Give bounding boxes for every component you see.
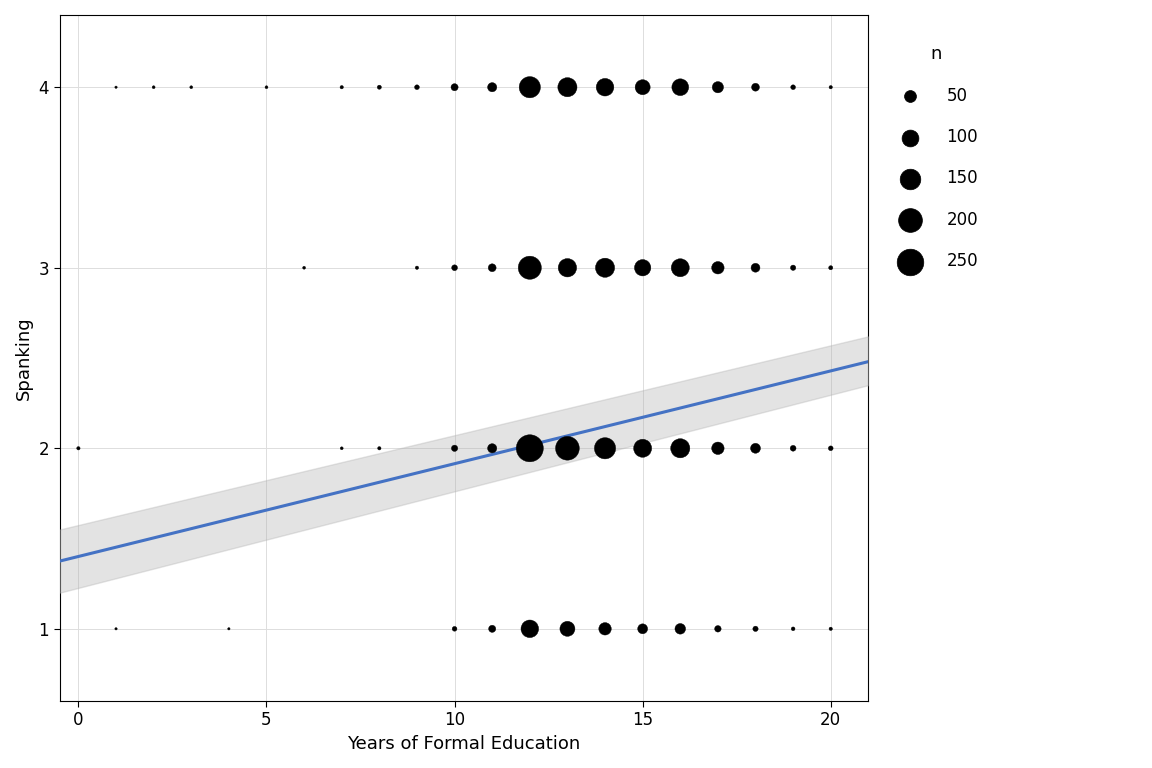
Point (521, 623, 539, 635)
Point (708, 262, 727, 274)
Point (783, 262, 802, 274)
Point (370, 81, 388, 94)
Point (295, 262, 313, 274)
Point (144, 81, 162, 94)
Point (708, 442, 727, 455)
Point (483, 623, 501, 635)
Point (107, 623, 126, 635)
Point (333, 81, 351, 94)
Point (708, 623, 727, 635)
Point (446, 262, 464, 274)
Point (446, 442, 464, 455)
Point (821, 442, 840, 455)
Point (672, 623, 690, 635)
Point (483, 81, 501, 94)
Point (521, 442, 539, 455)
Point (370, 442, 388, 455)
Point (746, 442, 765, 455)
Point (783, 623, 802, 635)
Point (333, 442, 351, 455)
Point (821, 623, 840, 635)
Point (257, 81, 275, 94)
Legend: 50, 100, 150, 200, 250: 50, 100, 150, 200, 250 (885, 37, 986, 278)
Point (746, 623, 765, 635)
Point (783, 442, 802, 455)
Point (634, 262, 652, 274)
Point (672, 81, 690, 94)
Point (708, 81, 727, 94)
Point (220, 623, 238, 635)
Point (596, 442, 614, 455)
Point (596, 81, 614, 94)
Point (69, 442, 88, 455)
Point (783, 81, 802, 94)
Point (408, 262, 426, 274)
Point (672, 262, 690, 274)
Point (408, 81, 426, 94)
Point (107, 81, 126, 94)
Point (521, 81, 539, 94)
Point (446, 623, 464, 635)
Point (559, 623, 577, 635)
Point (821, 262, 840, 274)
Point (746, 262, 765, 274)
Point (521, 262, 539, 274)
Point (634, 81, 652, 94)
Point (559, 442, 577, 455)
Point (559, 81, 577, 94)
Point (483, 442, 501, 455)
Point (746, 81, 765, 94)
Point (559, 262, 577, 274)
Point (182, 81, 200, 94)
Point (634, 442, 652, 455)
Point (821, 81, 840, 94)
Point (483, 262, 501, 274)
Point (596, 262, 614, 274)
Y-axis label: Spanking: Spanking (15, 316, 33, 400)
X-axis label: Years of Formal Education: Years of Formal Education (348, 735, 581, 753)
Point (672, 442, 690, 455)
Point (596, 623, 614, 635)
Point (634, 623, 652, 635)
Point (446, 81, 464, 94)
